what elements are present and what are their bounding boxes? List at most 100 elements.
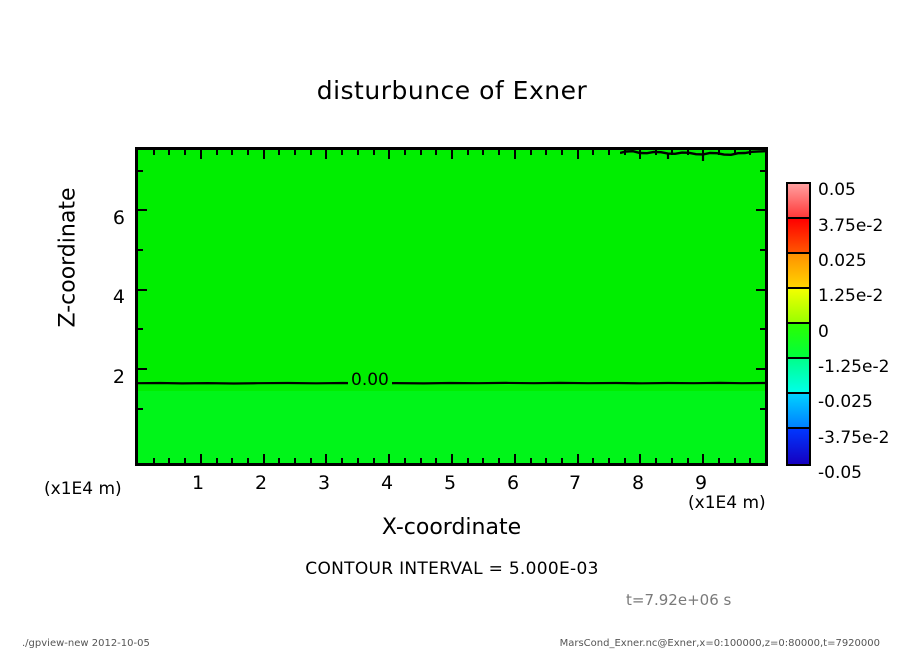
colorbar-band-2 [788,394,809,429]
x-tick-major-4 [388,454,391,463]
contour-plot-area[interactable]: 0.00 [135,147,768,466]
colorbar-label-neg3.75e-2: -3.75e-2 [818,428,890,448]
colorbar-band-8 [788,184,809,219]
x-tick-minor [419,458,422,463]
x-tick-label-5: 5 [443,472,457,494]
x-tick-top-major-3 [325,150,328,159]
x-tick-top-minor [749,150,752,155]
x-tick-label-9: 9 [694,472,708,494]
colorbar-band-1 [788,429,809,464]
x-tick-minor [717,458,720,463]
field-fill-lower-region [138,391,765,463]
colorbar[interactable] [786,182,811,466]
x-tick-top-major-8 [639,150,642,159]
x-tick-major-9 [702,454,705,463]
y-tick-major-6 [138,209,147,212]
x-tick-minor [623,458,626,463]
x-tick-top-minor [419,150,422,155]
x-tick-label-2: 2 [254,472,268,494]
y-tick-right-major-4 [756,288,765,291]
x-tick-minor [592,458,595,463]
x-tick-top-major-4 [388,150,391,159]
x-tick-top-minor [168,150,171,155]
x-tick-top-major-6 [513,150,516,159]
x-tick-top-minor [608,150,610,155]
colorbar-band-3 [788,359,809,394]
x-tick-top-minor [482,150,485,155]
y-tick-right-major-6 [756,209,765,212]
x-tick-minor [498,458,501,463]
x-tick-top-minor [466,150,469,155]
y-tick-right-minor [760,328,765,331]
x-tick-minor [670,458,673,463]
x-tick-top-minor [372,150,375,155]
x-axis-unit-label: (x1E4 m) [688,493,766,513]
x-tick-top-minor [733,150,736,155]
x-tick-minor [231,458,234,463]
x-tick-top-minor [278,150,281,155]
x-tick-major-6 [513,454,516,463]
x-axis-title: X-coordinate [381,515,522,540]
x-tick-major-7 [576,454,579,463]
x-tick-top-major-9 [702,150,705,159]
x-tick-minor [278,458,281,463]
x-tick-minor [246,458,249,463]
x-tick-major-3 [325,454,328,463]
x-tick-top-minor [356,150,359,155]
x-tick-label-7: 7 [568,472,582,494]
y-tick-right-major-2 [756,368,765,370]
y-tick-right-minor [760,249,765,251]
x-tick-minor [482,458,485,463]
x-tick-top-minor [403,150,406,155]
x-tick-top-minor [655,150,658,155]
x-tick-top-minor [215,150,218,155]
x-tick-minor [403,458,406,463]
x-tick-minor [152,458,155,463]
x-tick-label-4: 4 [380,472,394,494]
y-tick-right-minor [760,169,765,172]
x-tick-minor [655,458,658,463]
z-axis-unit-label: (x1E4 m) [44,479,122,499]
time-annotation: t=7.92e+06 s [626,591,732,609]
x-tick-minor [733,458,736,463]
x-tick-top-major-7 [576,150,579,159]
x-tick-minor [184,458,187,463]
y-tick-minor [138,407,143,410]
x-tick-top-minor [231,150,234,155]
x-tick-top-minor [294,150,296,155]
x-tick-top-major-2 [262,150,265,159]
colorbar-band-7 [788,219,809,254]
x-tick-top-minor [670,150,673,155]
x-tick-top-minor [152,150,155,155]
colorbar-band-4 [788,324,809,359]
y-tick-minor [138,328,143,331]
colorbar-label-0.05: 0.05 [818,180,856,200]
colorbar-label-0: 0 [818,322,829,342]
x-tick-top-minor [545,150,548,155]
colorbar-band-5 [788,289,809,324]
x-tick-top-minor [246,150,249,155]
x-tick-label-8: 8 [631,472,645,494]
x-tick-top-major-1 [199,150,202,159]
x-tick-minor [435,458,438,463]
x-tick-minor [341,458,344,463]
x-tick-top-major-5 [451,150,453,159]
y-tick-label-2: 2 [112,366,125,388]
page-title: disturbunce of Exner [316,76,588,105]
x-tick-major-8 [639,454,642,463]
x-tick-top-minor [686,150,689,155]
y-tick-minor [138,249,143,251]
x-tick-major-5 [451,454,453,463]
colorbar-band-6 [788,254,809,289]
x-tick-top-minor [560,150,563,155]
x-tick-label-6: 6 [506,472,520,494]
x-tick-top-minor [529,150,532,155]
colorbar-label-neg1.25e-2: -1.25e-2 [818,357,890,377]
contour-interval-annotation: CONTOUR INTERVAL = 5.000E-03 [305,559,599,579]
x-tick-major-1 [199,454,202,463]
x-tick-minor [215,458,218,463]
x-tick-top-minor [435,150,438,155]
x-tick-label-3: 3 [317,472,331,494]
x-tick-minor [545,458,548,463]
